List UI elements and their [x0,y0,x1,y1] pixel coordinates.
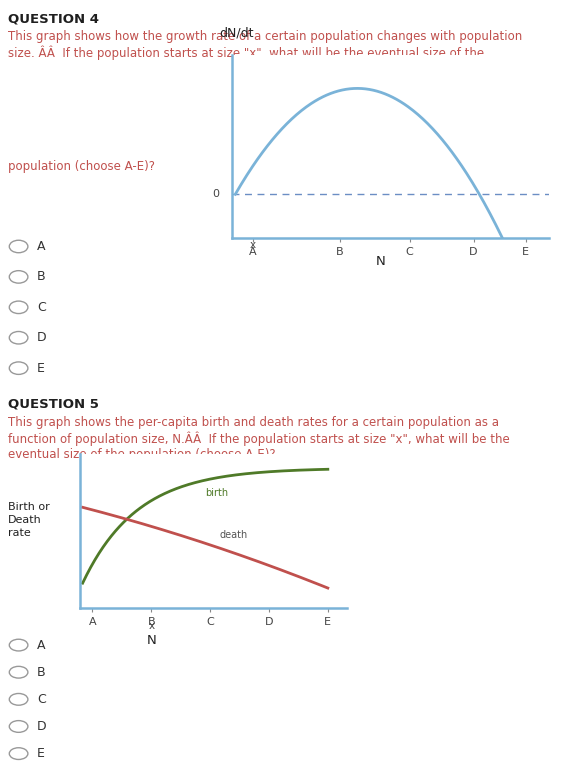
Text: birth: birth [205,488,228,498]
Text: D: D [37,332,47,344]
Text: 0: 0 [213,190,220,199]
Text: size. ÂÂ  If the population starts at size "x", what will be the eventual size o: size. ÂÂ If the population starts at siz… [8,46,484,61]
Text: This graph shows how the growth rate of a certain population changes with popula: This graph shows how the growth rate of … [8,30,522,43]
Text: QUESTION 4: QUESTION 4 [8,12,99,25]
Text: C: C [37,693,46,706]
Text: dN/dt: dN/dt [220,27,254,40]
Text: N: N [376,255,385,268]
Text: Birth or: Birth or [8,502,50,512]
Text: population (choose A-E)?: population (choose A-E)? [8,160,155,173]
Text: D: D [37,720,47,733]
Text: E: E [37,362,45,374]
Text: B: B [37,271,46,283]
Text: x: x [250,240,256,250]
Text: N: N [146,633,156,647]
Text: Death: Death [8,515,42,525]
Text: E: E [37,747,45,760]
Text: A: A [37,240,46,253]
Text: A: A [37,639,46,651]
Text: death: death [220,530,248,541]
Text: C: C [37,301,46,314]
Text: QUESTION 5: QUESTION 5 [8,398,99,410]
Text: rate: rate [8,528,31,537]
Text: eventual size of the population (choose A-E)?: eventual size of the population (choose … [8,448,275,461]
Text: function of population size, N.ÂÂ  If the population starts at size "x", what wi: function of population size, N.ÂÂ If the… [8,431,510,446]
Text: x: x [148,621,155,631]
Text: This graph shows the per-capita birth and death rates for a certain population a: This graph shows the per-capita birth an… [8,416,499,428]
Text: B: B [37,665,46,679]
